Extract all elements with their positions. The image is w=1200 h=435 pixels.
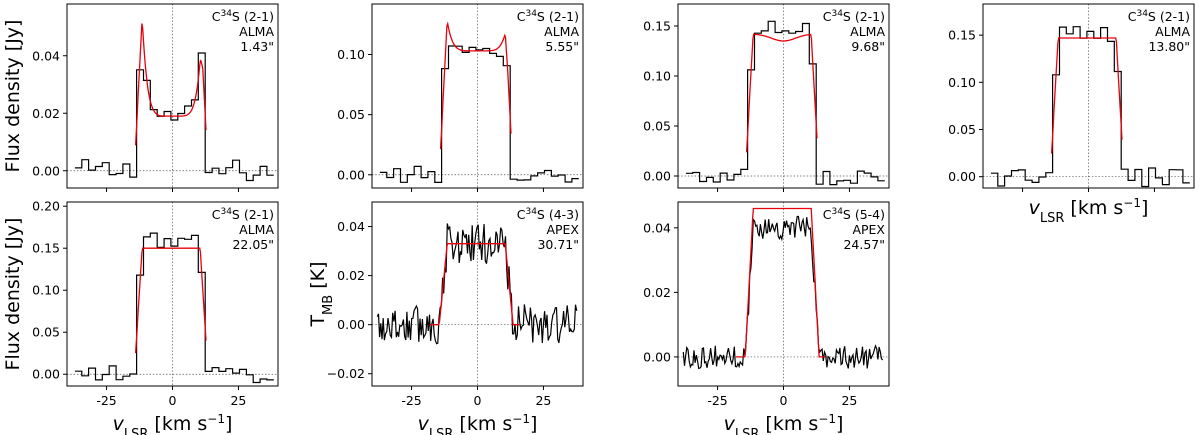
x-tick-label: -25 [707, 393, 727, 408]
x-axis-label: vLSR [km s−1] [1029, 196, 1149, 226]
y-tick-label: 0.00 [643, 169, 671, 184]
x-tick-label: 25 [841, 393, 857, 408]
y-tick-label: 0.00 [32, 163, 60, 178]
observed-spectrum [74, 52, 274, 182]
y-tick-label: 0.05 [32, 325, 60, 340]
y-tick-label: 0.04 [32, 48, 60, 63]
panel-annotation: ALMA [239, 24, 274, 39]
y-tick-label: −0.02 [327, 366, 365, 381]
panel-annotation: C34S (2-1) [1128, 9, 1190, 24]
y-tick-label: 0.02 [643, 285, 671, 300]
y-tick-label: 0.10 [32, 283, 60, 298]
x-tick-label: 25 [535, 393, 551, 408]
panel-annotation: 1.43" [240, 39, 274, 54]
panel-p5: 0.00 0.05 0.10 0.15 0.20 -25 0 25 C34S (2-1)ALMA… [2, 199, 279, 435]
panel-annotation: 22.05" [232, 237, 274, 252]
x-axis-label: vLSR [km s−1] [113, 412, 233, 435]
panel-annotation: C34S (2-1) [212, 207, 274, 222]
y-tick-label: 0.00 [337, 317, 365, 332]
y-axis-label: Flux density [Jy] [2, 20, 24, 173]
y-tick-label: 0.04 [643, 220, 671, 235]
panel-annotation: 30.71" [537, 237, 579, 252]
x-tick-label: 0 [169, 393, 177, 408]
panel-annotation: ALMA [1155, 24, 1190, 39]
y-tick-label: 0.15 [948, 28, 976, 43]
y-tick-label: 0.05 [337, 107, 365, 122]
panel-annotation: ALMA [544, 24, 579, 39]
observed-spectrum [685, 20, 885, 186]
panel-annotation: ALMA [850, 24, 885, 39]
observed-spectrum [74, 232, 274, 384]
model-spectrum [1050, 37, 1123, 154]
observed-spectrum [990, 26, 1190, 188]
y-tick-label: 0.00 [32, 367, 60, 382]
panel-annotation: C34S (2-1) [212, 9, 274, 24]
panel-p6: −0.02 0.00 0.02 0.04 -25 0 25 C34S (4-3)APEX30.… [307, 201, 584, 435]
x-tick-label: 0 [780, 393, 788, 408]
x-axis-label: vLSR [km s−1] [418, 412, 538, 435]
x-tick-label: -25 [96, 393, 116, 408]
y-axis-label: Flux density [Jy] [2, 218, 24, 371]
panel-annotation: C34S (2-1) [823, 9, 885, 24]
panel-annotation: 5.55" [545, 39, 579, 54]
y-tick-label: 0.00 [948, 169, 976, 184]
x-axis-label: vLSR [km s−1] [724, 412, 844, 435]
panel-annotation: ALMA [239, 222, 274, 237]
panel-annotation: C34S (2-1) [517, 9, 579, 24]
panel-annotation: C34S (4-3) [517, 207, 579, 222]
observed-spectrum [682, 215, 884, 370]
model-spectrum [439, 21, 512, 150]
y-tick-label: 0.15 [643, 19, 671, 34]
model-spectrum [134, 23, 207, 146]
panel-annotation: APEX [546, 222, 579, 237]
y-axis-label: TMB [K] [307, 261, 336, 327]
y-tick-label: 0.02 [32, 106, 60, 121]
panel-annotation: 24.57" [843, 237, 885, 252]
y-tick-label: 0.20 [32, 199, 60, 214]
y-tick-label: 0.05 [948, 122, 976, 137]
x-tick-label: 0 [474, 393, 482, 408]
y-tick-label: 0.10 [948, 75, 976, 90]
panel-annotation: 13.80" [1148, 39, 1190, 54]
model-spectrum [745, 33, 818, 153]
model-spectrum [430, 243, 520, 326]
observed-spectrum [376, 223, 578, 345]
y-tick-label: 0.02 [337, 268, 365, 283]
x-tick-label: 25 [230, 393, 246, 408]
x-tick-label: -25 [401, 393, 421, 408]
y-tick-label: 0.04 [337, 219, 365, 234]
model-spectrum [134, 247, 207, 354]
y-tick-label: 0.10 [643, 69, 671, 84]
y-tick-label: 0.00 [337, 167, 365, 182]
y-tick-label: 0.00 [643, 349, 671, 364]
observed-spectrum [379, 45, 579, 183]
model-spectrum [736, 207, 826, 358]
y-tick-label: 0.15 [32, 241, 60, 256]
panel-annotation: C34S (5-4) [823, 207, 885, 222]
y-tick-label: 0.05 [643, 119, 671, 134]
panel-annotation: 9.68" [851, 39, 885, 54]
panel-annotation: APEX [852, 222, 885, 237]
y-tick-label: 0.10 [337, 47, 365, 62]
